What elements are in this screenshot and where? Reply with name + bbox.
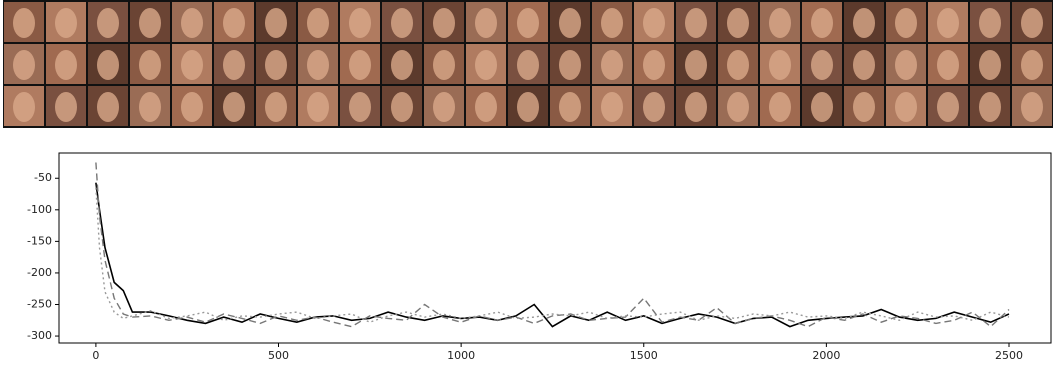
face-shape: [223, 8, 245, 38]
face-shape: [643, 8, 665, 38]
face-shape: [55, 8, 77, 38]
face-shape: [727, 8, 749, 38]
face-shape: [1021, 92, 1043, 122]
face-shape: [979, 50, 1001, 80]
series-line: [95, 182, 1010, 328]
face-shape: [853, 92, 875, 122]
face-shape: [433, 50, 455, 80]
face-shape: [601, 8, 623, 38]
face-shape: [181, 8, 203, 38]
face-shape: [895, 8, 917, 38]
face-shape: [979, 92, 1001, 122]
x-tick-label: 1000: [447, 349, 475, 362]
face-shape: [475, 8, 497, 38]
face-shape: [643, 50, 665, 80]
face-shape: [391, 50, 413, 80]
face-shape: [433, 8, 455, 38]
face-shape: [727, 50, 749, 80]
face-shape: [685, 50, 707, 80]
face-shape: [937, 92, 959, 122]
face-shape: [517, 8, 539, 38]
face-shape: [811, 50, 833, 80]
face-shape: [139, 8, 161, 38]
face-shape: [979, 8, 1001, 38]
face-shape: [769, 8, 791, 38]
face-shape: [391, 92, 413, 122]
face-shape: [223, 92, 245, 122]
face-grid: [3, 0, 1053, 128]
face-shape: [559, 8, 581, 38]
face-shape: [517, 50, 539, 80]
face-shape: [1021, 8, 1043, 38]
face-shape: [559, 50, 581, 80]
x-tick-label: 0: [92, 349, 99, 362]
face-shape: [97, 50, 119, 80]
face-shape: [265, 8, 287, 38]
face-shape: [685, 8, 707, 38]
face-shape: [727, 92, 749, 122]
x-tick-label: 2500: [995, 349, 1023, 362]
face-shape: [349, 50, 371, 80]
face-shape: [13, 50, 35, 80]
y-tick-label: -200: [27, 266, 52, 279]
face-shape: [811, 92, 833, 122]
face-shape: [13, 92, 35, 122]
x-tick-label: 2000: [812, 349, 840, 362]
face-shape: [265, 50, 287, 80]
face-shape: [307, 8, 329, 38]
face-shape: [433, 92, 455, 122]
series-line: [95, 162, 1010, 328]
face-shape: [55, 92, 77, 122]
face-shape: [601, 50, 623, 80]
face-shape: [349, 8, 371, 38]
face-shape: [895, 50, 917, 80]
face-shape: [349, 92, 371, 122]
y-tick-label: -100: [27, 203, 52, 216]
face-shape: [895, 92, 917, 122]
face-shape: [937, 8, 959, 38]
face-shape: [181, 50, 203, 80]
face-shape: [139, 50, 161, 80]
face-shape: [1021, 50, 1043, 80]
face-shape: [307, 92, 329, 122]
face-shape: [139, 92, 161, 122]
face-shape: [601, 92, 623, 122]
face-shape: [937, 50, 959, 80]
face-shape: [307, 50, 329, 80]
y-tick-label: -300: [27, 329, 52, 342]
x-tick-label: 500: [268, 349, 289, 362]
face-shape: [769, 50, 791, 80]
face-shape: [559, 92, 581, 122]
face-shape: [391, 8, 413, 38]
face-shape: [643, 92, 665, 122]
x-tick-label: 1500: [630, 349, 658, 362]
face-shape: [97, 92, 119, 122]
plot-frame: [58, 152, 1052, 344]
face-shape: [685, 92, 707, 122]
y-tick-label: -150: [27, 234, 52, 247]
y-tick-label: -50: [34, 171, 52, 184]
face-shape: [769, 92, 791, 122]
face-shape: [55, 50, 77, 80]
face-shape: [223, 50, 245, 80]
face-shape: [853, 8, 875, 38]
face-shape: [475, 92, 497, 122]
series-line: [95, 187, 1010, 323]
face-shape: [13, 8, 35, 38]
face-shape: [475, 50, 497, 80]
face-shape: [811, 8, 833, 38]
face-shape: [853, 50, 875, 80]
y-tick-label: -250: [27, 297, 52, 310]
face-shape: [97, 8, 119, 38]
face-shape: [181, 92, 203, 122]
face-shape: [265, 92, 287, 122]
face-shape: [517, 92, 539, 122]
